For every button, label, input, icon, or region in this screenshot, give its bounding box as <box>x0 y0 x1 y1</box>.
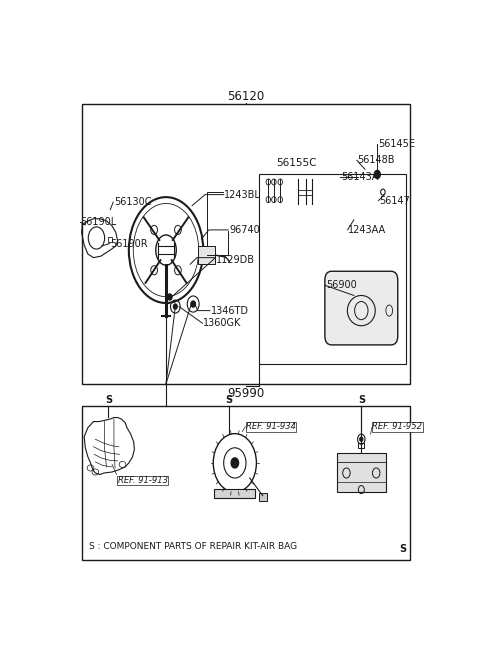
Bar <box>337 453 385 492</box>
Text: 1243BL: 1243BL <box>224 189 261 200</box>
Circle shape <box>231 458 239 468</box>
Text: 1243AA: 1243AA <box>348 225 386 235</box>
Circle shape <box>191 301 195 307</box>
Bar <box>83 406 409 560</box>
Bar <box>83 104 409 384</box>
Text: 56900: 56900 <box>326 280 357 290</box>
Text: 56145E: 56145E <box>378 139 415 149</box>
Circle shape <box>374 170 380 178</box>
Text: 1360GK: 1360GK <box>203 318 241 328</box>
Text: 56147: 56147 <box>379 196 410 206</box>
Text: REF. 91-913: REF. 91-913 <box>118 476 168 485</box>
Text: REF. 91-934: REF. 91-934 <box>246 422 296 431</box>
Circle shape <box>173 304 177 309</box>
Text: 96740: 96740 <box>229 225 260 235</box>
Text: 56190L: 56190L <box>81 217 117 227</box>
Bar <box>259 493 267 500</box>
Text: S: S <box>399 544 407 554</box>
Text: 56190R: 56190R <box>110 238 148 248</box>
Text: 56130C: 56130C <box>114 197 152 207</box>
Bar <box>259 174 406 364</box>
Bar <box>198 246 216 264</box>
Text: S: S <box>105 396 112 405</box>
FancyBboxPatch shape <box>325 271 398 345</box>
Text: 56143A: 56143A <box>341 172 378 182</box>
Text: 1129DB: 1129DB <box>216 255 255 265</box>
Text: S: S <box>226 396 233 405</box>
Bar <box>108 237 112 242</box>
Text: 1346TD: 1346TD <box>211 306 249 316</box>
Text: 95990: 95990 <box>228 387 264 400</box>
Circle shape <box>360 437 363 441</box>
Text: 56120: 56120 <box>228 90 264 103</box>
Bar <box>359 443 364 448</box>
Bar <box>215 489 255 498</box>
Text: REF. 91-952: REF. 91-952 <box>372 422 422 431</box>
Text: 56148B: 56148B <box>358 155 395 165</box>
Text: S: S <box>358 396 365 405</box>
Text: S : COMPONENT PARTS OF REPAIR KIT-AIR BAG: S : COMPONENT PARTS OF REPAIR KIT-AIR BA… <box>89 542 297 551</box>
Circle shape <box>168 294 172 300</box>
Text: 56155C: 56155C <box>276 159 316 168</box>
